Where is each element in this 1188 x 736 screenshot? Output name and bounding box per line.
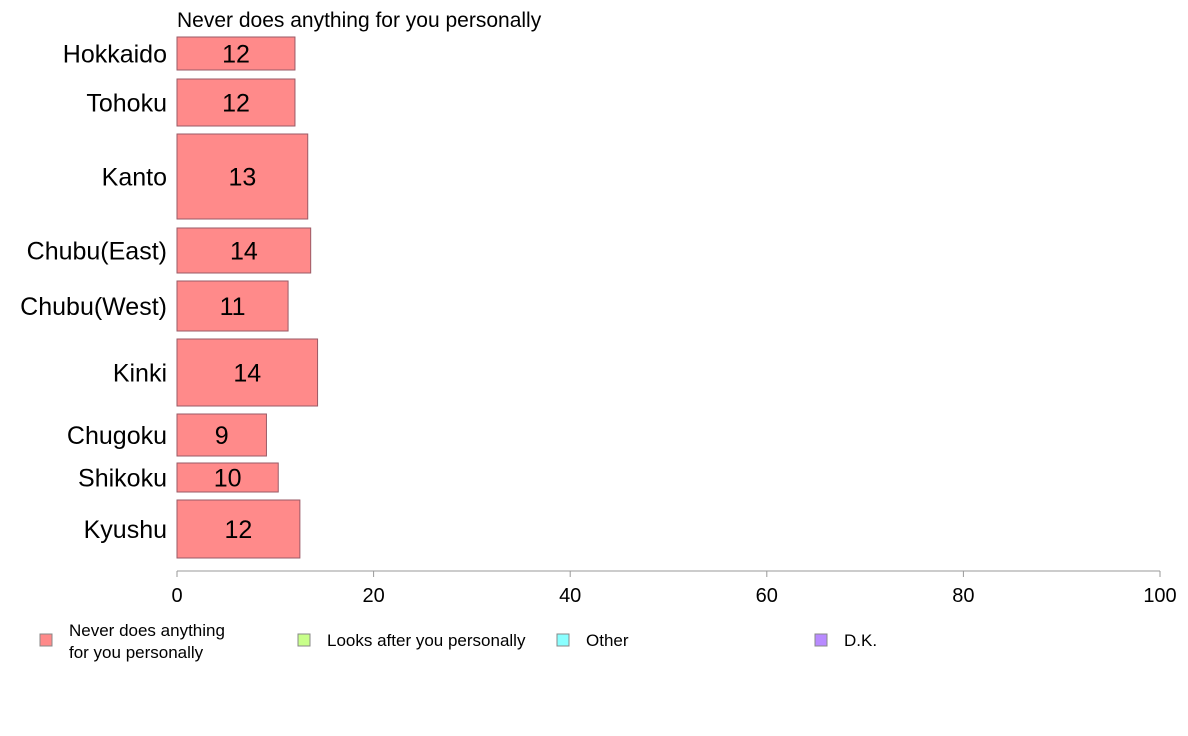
data-label: 11: [220, 293, 246, 321]
legend-swatch: [297, 633, 311, 647]
x-tick-label: 100: [1143, 585, 1176, 607]
x-tick-label: 60: [756, 585, 778, 607]
data-label: 14: [230, 238, 258, 266]
category-label: Shikoku: [78, 465, 167, 493]
x-axis: 0 20 40 60 80 100: [171, 570, 1177, 607]
x-tick-label: 0: [171, 585, 182, 607]
data-label: 13: [228, 164, 256, 192]
bar: [176, 462, 279, 493]
legend: Never does anything for you personally Loo…: [39, 621, 877, 662]
data-label: 12: [225, 516, 253, 544]
category-label: Chubu(East): [27, 238, 167, 266]
bar: [176, 413, 267, 457]
legend-label: Never does anything: [69, 621, 225, 640]
legend-label: Looks after you personally: [327, 631, 526, 650]
category-label: Kanto: [102, 164, 167, 192]
bar: [176, 78, 296, 127]
data-label: 10: [214, 465, 242, 493]
data-label: 14: [233, 360, 261, 388]
legend-label: Other: [586, 631, 629, 650]
bar: [176, 227, 312, 274]
data-label: 12: [222, 41, 250, 69]
category-label: Kinki: [113, 360, 167, 388]
category-label: Hokkaido: [63, 41, 167, 69]
bar: [176, 338, 319, 407]
legend-swatch: [814, 633, 828, 647]
category-label: Kyushu: [84, 516, 167, 544]
bar: [176, 499, 301, 559]
legend-swatch: [39, 633, 53, 647]
x-tick-label: 80: [952, 585, 974, 607]
category-label: Chubu(West): [20, 293, 167, 321]
chart-title: Never does anything for you personally: [177, 9, 542, 32]
bar: [176, 36, 296, 71]
bar: [176, 133, 309, 220]
data-label: 9: [215, 422, 229, 450]
category-label: Tohoku: [86, 90, 167, 118]
bars-group: 12 Hokkaido 12 Tohoku 13 Kanto 14 Chubu(East) 11…: [20, 36, 319, 559]
legend-label: for you personally: [69, 643, 204, 662]
x-tick-label: 20: [362, 585, 384, 607]
legend-swatch: [556, 633, 570, 647]
x-tick-label: 40: [559, 585, 581, 607]
legend-label: D.K.: [844, 631, 877, 650]
bar: [176, 280, 289, 332]
category-label: Chugoku: [67, 422, 167, 450]
data-label: 12: [222, 90, 250, 118]
